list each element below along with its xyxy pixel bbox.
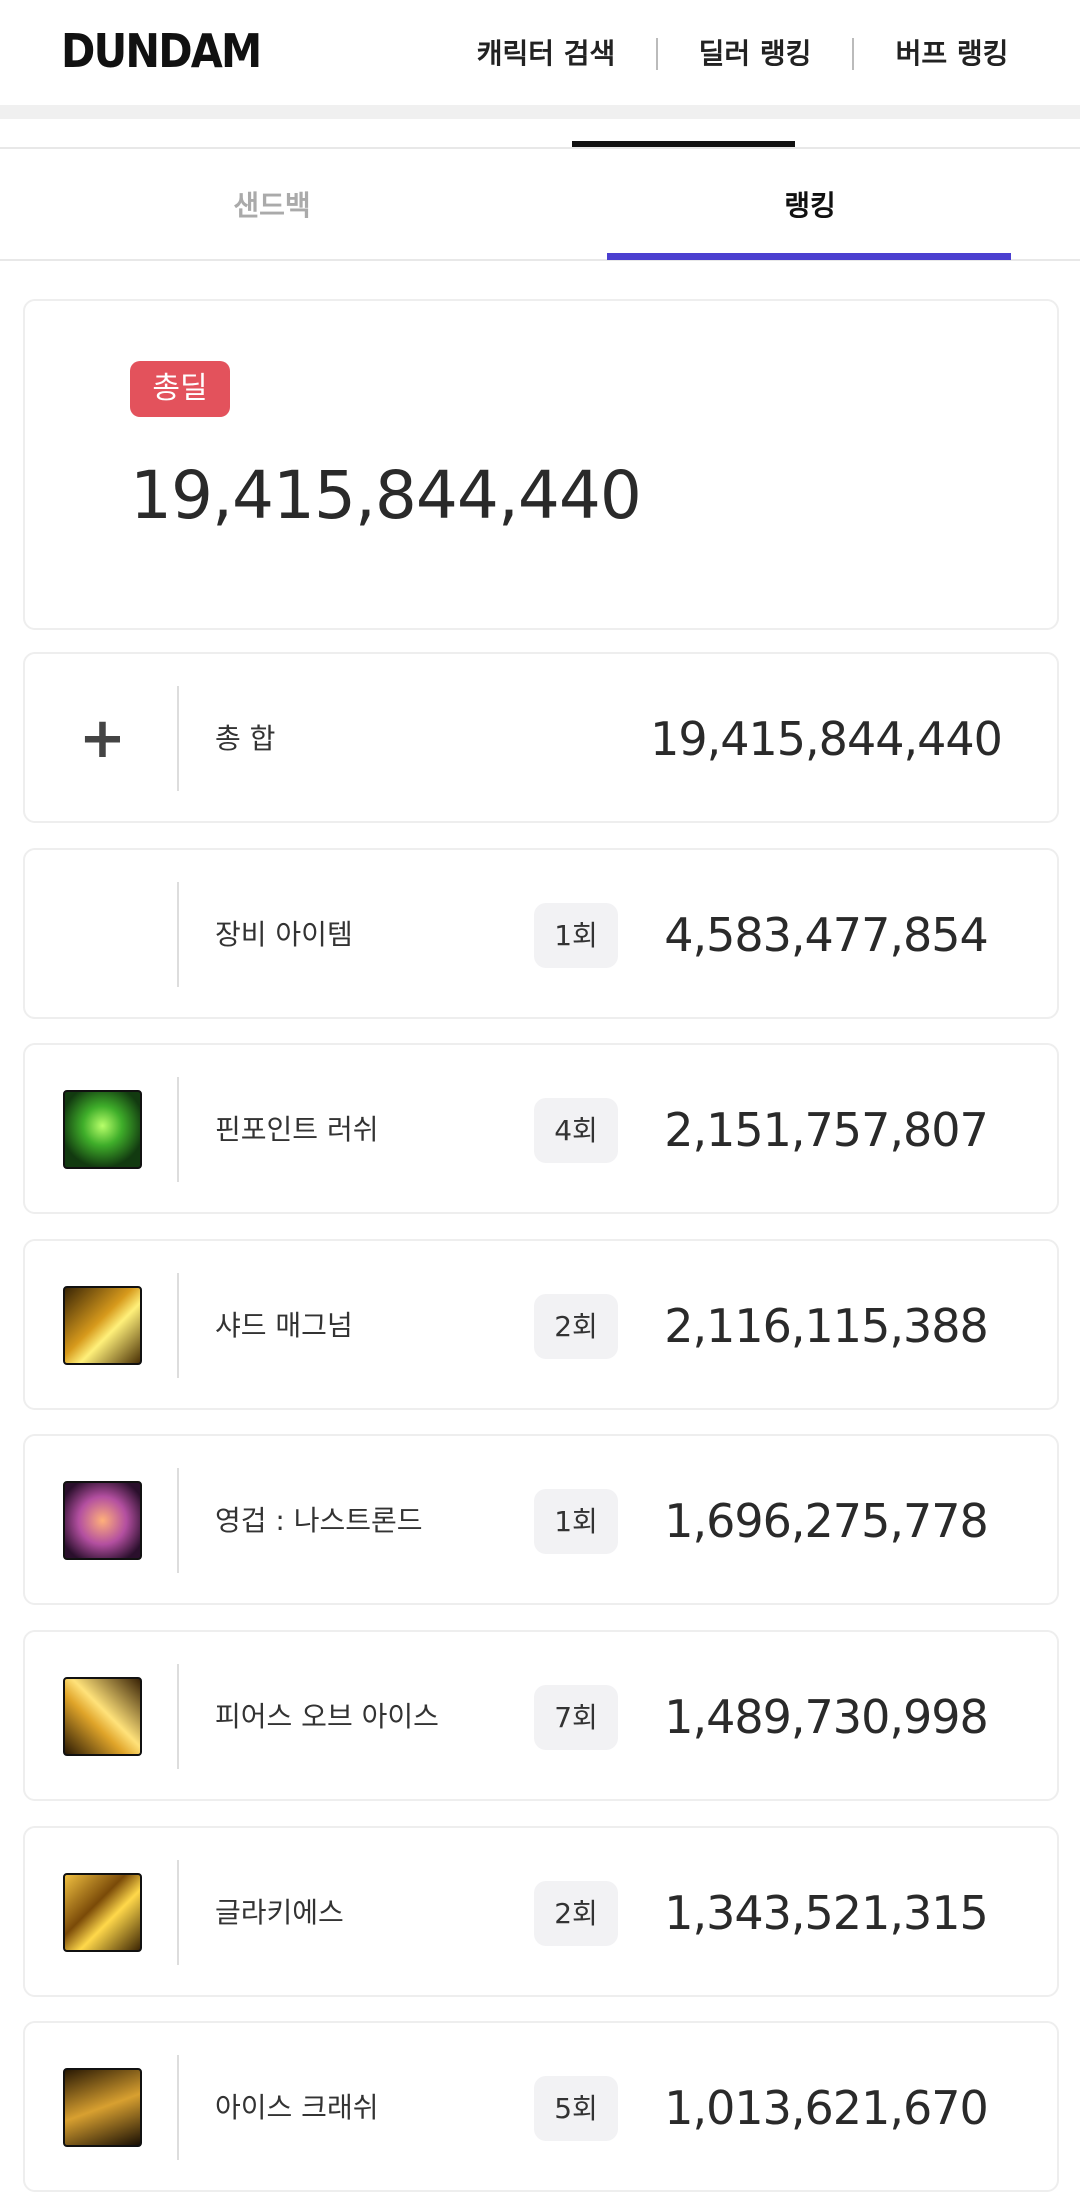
skill-row: 피어스 오브 아이스 7회 1,489,730,998	[23, 1630, 1059, 1801]
divider	[0, 147, 1080, 149]
tab-underline	[607, 253, 1011, 260]
skill-row: 글라키에스 2회 1,343,521,315	[23, 1825, 1059, 1997]
separator	[177, 1272, 179, 1378]
nav-link[interactable]: 버프 랭킹	[895, 37, 1009, 70]
separator	[177, 1664, 179, 1769]
separator	[177, 686, 179, 791]
nav-link[interactable]: 딜러 랭킹	[698, 37, 812, 70]
total-value: 19,415,844,440	[130, 457, 642, 534]
damage-value: 4,583,477,854	[664, 907, 989, 962]
skill-icon	[63, 1481, 142, 1561]
damage-value: 19,415,844,440	[650, 712, 1003, 766]
hit-count: 2회	[534, 1880, 618, 1946]
skill-row: 영겁 : 나스트론드 1회 1,696,275,778	[23, 1434, 1059, 1606]
hit-count: 7회	[534, 1685, 618, 1750]
skill-row: 아이스 크래쉬 5회 1,013,621,670	[23, 2021, 1059, 2192]
badge: 총딜	[130, 361, 230, 417]
separator	[177, 1077, 179, 1183]
skill-row: 장비 아이템 1회 4,583,477,854	[23, 847, 1059, 1019]
skill-icon	[63, 1677, 142, 1756]
damage-value: 1,489,730,998	[664, 1690, 989, 1744]
separator	[177, 1468, 179, 1574]
header-shadow	[0, 105, 1080, 119]
hit-count: 5회	[534, 2076, 618, 2142]
tab[interactable]: 샌드백	[233, 189, 311, 222]
skill-name: 피어스 오브 아이스	[215, 1700, 439, 1733]
skill-icon	[63, 1872, 142, 1952]
total-card: 총딜 19,415,844,440	[23, 299, 1059, 630]
damage-value: 1,696,275,778	[664, 1494, 989, 1549]
skill-row: 핀포인트 러쉬 4회 2,151,757,807	[23, 1043, 1059, 1215]
skill-name: 아이스 크래쉬	[215, 2091, 379, 2125]
skill-icon	[63, 1285, 142, 1365]
skill-icon	[63, 2068, 142, 2148]
skill-name: 샤드 매그넘	[215, 1308, 353, 1342]
logo[interactable]: DUNDAM	[61, 24, 262, 78]
hit-count: 4회	[534, 1098, 618, 1164]
separator	[852, 38, 854, 70]
skill-name: 핀포인트 러쉬	[215, 1113, 379, 1147]
separator	[177, 1859, 179, 1965]
damage-value: 2,116,115,388	[664, 1298, 989, 1353]
separator	[656, 38, 658, 70]
damage-value: 1,013,621,670	[664, 2081, 989, 2136]
skill-row: 샤드 매그넘 2회 2,116,115,388	[23, 1238, 1059, 1410]
header: DUNDAM 캐릭터 검색 딜러 랭킹 버프 랭킹	[0, 0, 1080, 106]
skill-name: 글라키에스	[215, 1895, 344, 1929]
separator	[177, 881, 179, 987]
skill-name: 장비 아이템	[215, 917, 353, 951]
tab[interactable]: 랭킹	[784, 189, 836, 222]
separator	[177, 2055, 179, 2161]
hit-count: 2회	[534, 1293, 618, 1359]
hit-count: 1회	[534, 1489, 618, 1555]
skill-name: 영겁 : 나스트론드	[215, 1504, 423, 1538]
skill-row: + 총 합 19,415,844,440	[23, 652, 1059, 823]
divider	[0, 259, 1080, 261]
skill-name: 총 합	[215, 722, 276, 755]
damage-value: 1,343,521,315	[664, 1885, 989, 1940]
skill-icon	[63, 1090, 142, 1170]
damage-value: 2,151,757,807	[664, 1103, 989, 1158]
nav-link[interactable]: 캐릭터 검색	[476, 37, 616, 70]
active-indicator	[572, 141, 795, 148]
hit-count: 1회	[534, 902, 618, 968]
expand-button[interactable]: +	[79, 706, 126, 771]
